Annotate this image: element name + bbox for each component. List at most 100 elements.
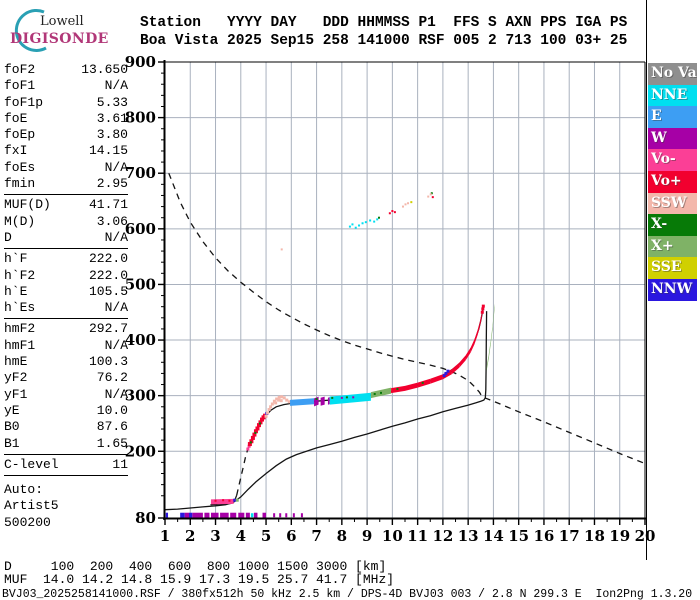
band-blue-e [290, 398, 315, 406]
fitted-trace-f [247, 306, 484, 448]
param-value: 76.2 [96, 370, 128, 386]
second-hop-dark [377, 192, 433, 219]
logo-arc-icon [14, 8, 47, 52]
param-label: hmE [4, 354, 28, 370]
param-row: h`Es N/A [4, 300, 128, 316]
param-label: yF2 [4, 370, 28, 386]
y-tick-label: 700 [125, 164, 156, 182]
param-label: foF1 [4, 78, 36, 94]
crossing-blue-dots [442, 369, 450, 378]
x-tick-label: 1 [160, 527, 170, 545]
x-tick-label: 20 [635, 527, 656, 545]
header-column-titles: Station YYYY DAY DDD HHMMSS P1 FFS S AXN… [140, 15, 628, 31]
echo-direction-legend: No Val NNE E W Vo- Vo+ SSW X- X+ SSE NNW [648, 63, 697, 301]
x-tick-label: 19 [609, 527, 630, 545]
param-value: N/A [104, 229, 128, 245]
muf-row: MUF 14.0 14.2 14.8 15.9 17.3 19.5 25.7 4… [4, 572, 395, 587]
param-row: foF1p 5.33 [4, 95, 128, 111]
param-row: M(D) 3.06 [4, 214, 128, 230]
param-value: 222.0 [88, 267, 128, 283]
param-value: 3.61 [96, 110, 128, 126]
separator-line [4, 318, 128, 320]
e-trace-end-green [235, 498, 239, 502]
legend-item-x+: X+ [648, 235, 697, 258]
param-value: 13.650 [81, 62, 128, 77]
param-row: h`E 105.5 [4, 284, 128, 300]
param-row: foEp 3.80 [4, 127, 128, 143]
param-row: foEs N/A [4, 160, 128, 176]
x-tick-label: 8 [337, 527, 347, 545]
param-label: C-level [4, 456, 59, 472]
header-values: Boa Vista 2025 Sep15 258 141000 RSF 005 … [140, 33, 628, 49]
param-row: D N/A [4, 230, 128, 246]
legend-item-nne: NNE [648, 84, 697, 107]
y-tick-label: 600 [125, 220, 156, 238]
param-value: 105.5 [88, 283, 128, 299]
y-tick-label: 800 [125, 109, 156, 127]
param-row: foF1 N/A [4, 78, 128, 94]
noise-band-blue [165, 512, 193, 518]
x-tick-label: 14 [483, 527, 504, 545]
f-riser-dark [249, 422, 261, 444]
asymptote-red-dots [480, 304, 485, 314]
legend-item-e: E [648, 106, 697, 128]
param-value: 222.0 [88, 251, 128, 267]
station-header: Station YYYY DAY DDD HHMMSS P1 FFS S AXN… [140, 14, 627, 50]
param-value: 10.0 [96, 402, 128, 418]
param-value: 14.15 [88, 143, 128, 159]
param-row: B1 1.65 [4, 436, 128, 452]
x-tick-label: 10 [382, 527, 403, 545]
y-tick-label: 300 [125, 387, 156, 405]
param-label: foF2 [4, 62, 36, 77]
noise-band-magenta [184, 512, 303, 518]
separator-line [4, 248, 128, 250]
band-red-voplus [391, 306, 483, 394]
param-label: foEs [4, 159, 36, 175]
legend-item-ssw: SSW [648, 192, 697, 215]
param-label: yE [4, 402, 20, 418]
param-row: hmE 100.3 [4, 354, 128, 370]
legend-item-nnw: NNW [648, 278, 697, 301]
param-value: 292.7 [88, 321, 128, 337]
x-tick-label: 17 [559, 527, 580, 545]
e-trace-end-blue [233, 498, 237, 502]
param-label: foF1p [4, 94, 44, 110]
separator-line [4, 194, 128, 196]
x-tick-label: 15 [508, 527, 529, 545]
legend-item-w: W [648, 127, 697, 150]
param-value: N/A [104, 159, 128, 175]
f-riser-red [247, 413, 268, 447]
auto-scaler-block: Auto: Artist5 500200 [4, 482, 128, 531]
x-tick-label: 9 [362, 527, 372, 545]
param-value: 41.71 [88, 197, 128, 213]
legend-item-noval: No Val [648, 63, 697, 85]
e-trace-red-dots [214, 499, 231, 502]
param-value: N/A [104, 337, 128, 353]
fitted-trace-valley [236, 447, 250, 496]
true-height-profile [164, 311, 488, 511]
param-value: 5.33 [96, 94, 128, 110]
y-tick-label: 400 [125, 331, 156, 349]
band-cyan-nne [329, 392, 371, 405]
param-label: fxI [4, 143, 28, 159]
param-label: D [4, 229, 12, 245]
param-row: yF2 76.2 [4, 370, 128, 386]
second-hop-red [388, 196, 434, 215]
x-tick-label: 5 [261, 527, 271, 545]
param-value: 1.65 [96, 435, 128, 451]
x-tick-label: 7 [311, 527, 321, 545]
param-value: 2.95 [96, 176, 128, 192]
param-label: hmF1 [4, 337, 36, 353]
param-label: MUF(D) [4, 197, 51, 213]
x-tick-label: 16 [534, 527, 555, 545]
noise-band-cyan [250, 513, 254, 518]
second-hop-cyan [348, 218, 379, 229]
y-tick-label: 80 [135, 509, 156, 527]
param-value: 3.06 [96, 213, 128, 229]
legend-item-sse: SSE [648, 257, 697, 279]
logo-text-digisonde: DIGISONDE [10, 31, 109, 47]
param-label: h`Es [4, 300, 36, 316]
x-tick-label: 3 [210, 527, 220, 545]
